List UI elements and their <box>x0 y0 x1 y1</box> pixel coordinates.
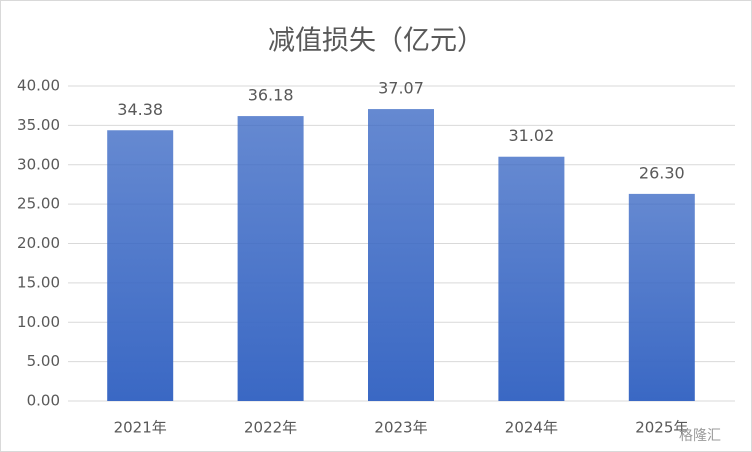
x-tick-label: 2022年 <box>244 419 297 437</box>
bar <box>498 156 565 401</box>
x-tick-label: 2021年 <box>114 419 167 437</box>
x-tick-label: 2023年 <box>374 419 427 437</box>
y-tick-label: 10.00 <box>17 313 60 331</box>
y-tick-label: 5.00 <box>27 352 60 370</box>
bar <box>237 116 304 402</box>
watermark: 格隆汇 <box>679 428 721 444</box>
value-label: 34.38 <box>117 100 163 119</box>
bar <box>628 193 695 401</box>
y-tick-label: 20.00 <box>17 234 60 252</box>
y-tick-label: 0.00 <box>27 392 60 410</box>
y-tick-label: 15.00 <box>17 273 60 291</box>
value-label: 26.30 <box>639 163 685 182</box>
bar <box>107 130 174 401</box>
value-label: 37.07 <box>378 79 424 98</box>
y-tick-label: 30.00 <box>17 155 60 173</box>
y-tick-label: 40.00 <box>17 77 60 95</box>
x-tick-label: 2025年 <box>635 419 688 437</box>
bar <box>368 109 434 401</box>
value-label: 36.18 <box>248 86 294 105</box>
chart-title: 减值损失（亿元） <box>268 26 484 57</box>
y-tick-label: 35.00 <box>17 116 60 134</box>
value-label: 31.02 <box>508 126 554 145</box>
y-tick-label: 25.00 <box>17 195 60 213</box>
x-tick-label: 2024年 <box>505 419 558 437</box>
